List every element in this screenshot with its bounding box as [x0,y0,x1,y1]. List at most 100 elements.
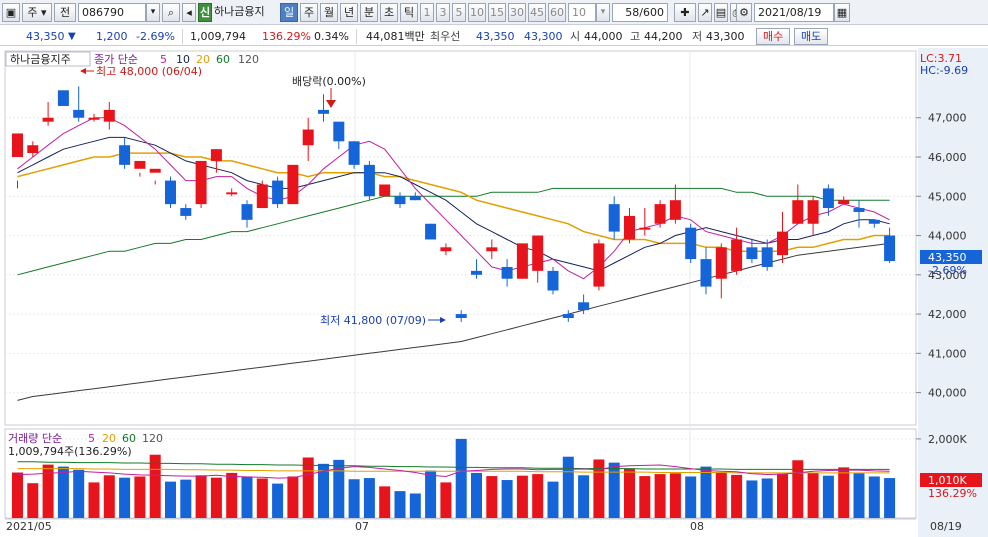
volume-bar [73,469,85,518]
x-label-07: 07 [355,520,369,533]
interval-3[interactable]: 3 [436,3,450,22]
volume-bar [807,472,819,518]
vol-legend-ma5: 5 [88,432,95,445]
down-triangle-icon: ▼ [68,31,76,42]
candles [12,86,896,322]
vol-legend-ma60: 60 [122,432,136,445]
interval-input[interactable]: 10 [568,3,596,22]
candle-body [777,231,788,256]
low-label: 저 [692,30,703,43]
volume-tag-pct: 136.29% [928,487,977,500]
price-chart[interactable]: 47,000 46,000 45,000 44,000 43,000 42,000 41,0… [0,48,988,537]
current-price-tag-text: 43,350 [928,251,967,264]
candle-body [333,121,345,142]
candle-body [165,180,176,205]
candle-body [654,204,666,224]
volume-value: 1,009,794주(136.29%) [8,445,132,458]
candle-body [624,215,635,240]
volume-bar [302,457,314,518]
volume-bar [165,481,176,518]
candle-body [195,160,207,205]
candle-body [868,219,880,224]
volume-bar [409,493,421,518]
candle-body [103,109,115,122]
interval-30[interactable]: 30 [508,3,526,22]
candle-body [256,184,268,209]
stock-code-input[interactable]: 086790 [78,3,146,22]
interval-1[interactable]: 1 [420,3,434,22]
candle-body [394,196,406,205]
open-label: 시 [570,30,581,43]
indicator-icon[interactable]: ✚ [674,3,696,22]
sell-button[interactable]: 매도 [794,28,829,45]
min-annotation-text: 최저 41,800 (07/09) [320,314,426,327]
chart-toolbar: ▣ 주 ▾ 전 086790 ▾ ⌕ ◂ 신 하나금융지 일 주 월 년 분 초… [0,0,988,25]
volume-bar [792,460,804,518]
period-second[interactable]: 초 [380,3,398,22]
date-input[interactable]: 2021/08/19 [754,3,834,22]
gear-icon[interactable]: ⚙ [736,3,752,22]
max-annotation: 최고 48,000 (06/04) [80,65,202,78]
candle-body [608,204,620,232]
search-icon[interactable]: ⌕ [162,3,180,22]
speaker-icon[interactable]: ◂ [182,3,196,22]
candle-body [134,160,146,169]
interval-15[interactable]: 15 [488,3,506,22]
buy-button[interactable]: 매수 [756,28,791,45]
market-type-select[interactable]: 주 ▾ [22,3,52,22]
volume-bar [639,476,651,518]
legend-ma5: 5 [160,53,167,66]
interval-45[interactable]: 45 [528,3,546,22]
volume-bar [88,482,100,518]
chart-area[interactable]: 47,000 46,000 45,000 44,000 43,000 42,000 41,0… [0,48,988,537]
divider [182,29,183,44]
candle-body [486,247,498,252]
chevron-down-icon[interactable]: ▾ [146,3,160,22]
period-tick[interactable]: 틱 [400,3,418,22]
candle-body [348,141,360,165]
volume-bar [516,475,528,518]
volume-bar [226,472,238,518]
interval-60[interactable]: 60 [548,3,566,22]
menu-icon[interactable]: ▣ [2,3,20,22]
candle-body [241,204,253,220]
interval-10[interactable]: 10 [468,3,486,22]
calendar-icon[interactable]: ▦ [834,3,850,22]
volume-ratio: 136.29% [262,30,311,43]
hc-value: HC:-9.69 [920,64,968,77]
high-label: 고 [630,30,641,43]
interval-5[interactable]: 5 [452,3,466,22]
divider [356,29,357,44]
volume-bar [777,473,788,518]
candle-body [792,200,804,224]
period-week[interactable]: 주 [300,3,318,22]
volume-bar [884,478,896,518]
period-month[interactable]: 월 [320,3,338,22]
volume-bar [715,472,727,518]
volume-bar [195,475,207,518]
candle-body [853,208,865,212]
volume-bar [272,483,284,518]
candle-body [884,235,896,262]
candle-body [27,145,39,154]
draw-tool-icon[interactable]: ↗ [698,3,712,22]
candle-body [838,200,850,205]
bar-count-input[interactable]: 58/600 [612,3,668,22]
price-legend-prefix: 종가 단순 [94,53,138,66]
ma120-line [17,242,890,401]
chart-title-box [5,51,91,67]
y-tick-label: 46,000 [928,151,967,164]
period-minute[interactable]: 분 [360,3,378,22]
save-icon[interactable]: ▤ [714,3,728,22]
period-day[interactable]: 일 [280,3,298,22]
volume-bar [103,475,115,518]
volume-bar [241,476,253,518]
volume-bar [440,482,452,518]
candle-body [516,243,528,279]
prev-button[interactable]: 전 [54,3,76,22]
period-year[interactable]: 년 [340,3,358,22]
interval-dropdown-icon[interactable]: ▾ [596,3,610,22]
candle-body [715,247,727,279]
candle-body [272,180,284,205]
volume-bar [119,477,131,518]
